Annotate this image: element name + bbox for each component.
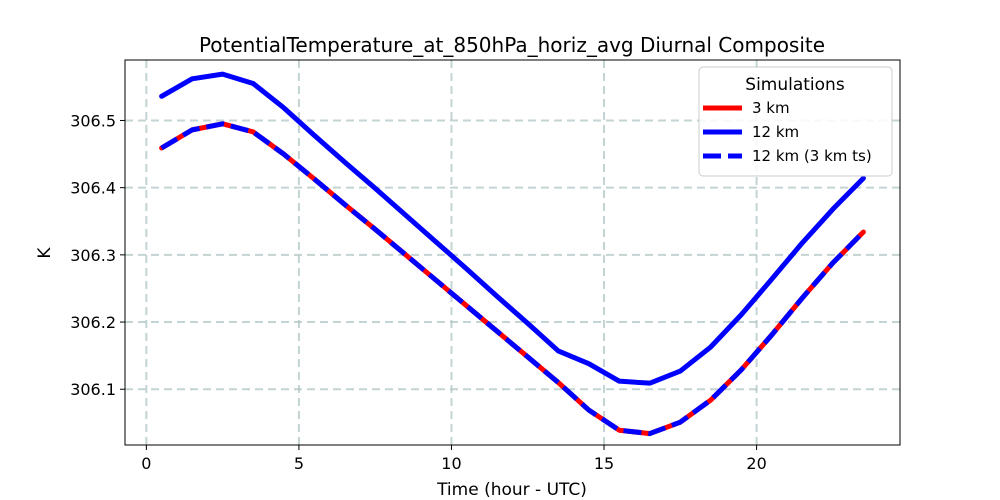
x-tick-label: 5 [294,454,304,473]
legend-label-12km: 12 km [752,123,799,141]
legend-label-3km: 3 km [752,99,790,117]
legend-box [698,66,893,177]
x-tick-label: 20 [746,454,766,473]
y-axis-label: K [35,247,55,259]
chart-title: PotentialTemperature_at_850hPa_horiz_avg… [199,33,825,57]
y-tick-label: 306.3 [70,246,116,265]
y-tick-label: 306.5 [70,111,116,130]
x-axis-label: Time (hour - UTC) [436,480,587,500]
y-tick-label: 306.4 [70,179,116,198]
y-tick-label: 306.2 [70,313,116,332]
axis-ticks: 0 5 10 15 20 306.1 306.2 306.3 306.4 306.5 [70,111,767,473]
legend: Simulations 3 km 12 km 12 km (3 km ts) [698,66,893,177]
x-tick-label: 10 [441,454,461,473]
y-tick-label: 306.1 [70,380,116,399]
series-line-12km [159,71,866,386]
x-tick-label: 15 [594,454,614,473]
x-tick-label: 0 [141,454,151,473]
legend-title: Simulations [745,75,845,95]
plot-area-frame [124,59,901,446]
series-line-12km-3km-ts [160,121,866,437]
series-lines [159,71,866,437]
legend-label-12km-3km-ts: 12 km (3 km ts) [752,147,872,165]
